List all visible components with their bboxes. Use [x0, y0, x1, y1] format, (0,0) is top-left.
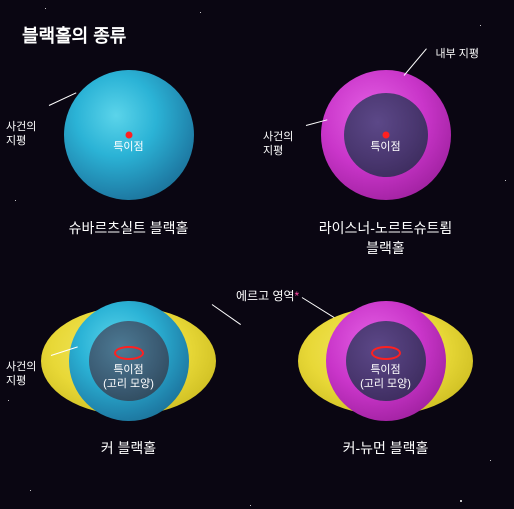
page-title: 블랙홀의 종류	[22, 22, 126, 48]
reissner-cell: 특이점 사건의 지평 내부 지평 라이스너-노르트슈트룀 블랙홀	[257, 55, 514, 285]
singularity-ring-label: 특이점 (고리 모양)	[360, 363, 411, 392]
diagram-grid: 특이점 사건의 지평 슈바르츠실트 블랙홀 특이점 사건의 지평 내부 지평 라…	[0, 55, 514, 500]
star	[45, 8, 46, 9]
event-horizon-label: 사건의 지평	[6, 120, 36, 149]
star	[480, 25, 481, 26]
kerr-newman-stage: 특이점 (고리 모양)	[286, 285, 486, 435]
reissner-stage: 특이점	[286, 55, 486, 215]
event-horizon-label: 사건의 지평	[263, 130, 293, 159]
inner-horizon-label: 내부 지평	[435, 47, 479, 61]
star	[250, 505, 251, 506]
reissner-caption: 라이스너-노르트슈트룀 블랙홀	[319, 219, 452, 258]
kerr-newman-caption: 커-뉴먼 블랙홀	[343, 439, 429, 459]
star	[460, 500, 462, 502]
schwarzschild-stage: 특이점	[29, 55, 229, 215]
singularity-ring	[114, 346, 144, 360]
singularity-label: 특이점	[370, 140, 400, 154]
kerr-cell: 특이점 (고리 모양) 사건의 지평 커 블랙홀	[0, 285, 257, 500]
singularity-dot	[382, 132, 389, 139]
kerr-newman-cell: 특이점 (고리 모양) 커-뉴먼 블랙홀	[257, 285, 514, 500]
kerr-stage: 특이점 (고리 모양)	[29, 285, 229, 435]
event-horizon-label: 사건의 지평	[6, 360, 36, 389]
schwarzschild-caption: 슈바르츠실트 블랙홀	[69, 219, 189, 239]
leader-line	[403, 48, 426, 75]
schwarzschild-cell: 특이점 사건의 지평 슈바르츠실트 블랙홀	[0, 55, 257, 285]
singularity-ring	[371, 346, 401, 360]
singularity-dot	[125, 132, 132, 139]
kerr-caption: 커 블랙홀	[101, 439, 156, 459]
singularity-label: 특이점	[113, 140, 143, 154]
star	[200, 12, 201, 13]
singularity-ring-label: 특이점 (고리 모양)	[103, 363, 154, 392]
